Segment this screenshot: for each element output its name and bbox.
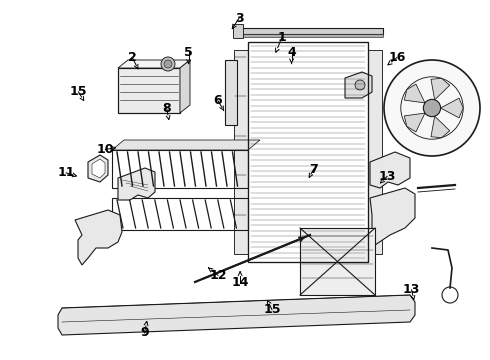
Text: 14: 14 xyxy=(231,276,249,289)
Text: 6: 6 xyxy=(214,94,222,107)
Bar xyxy=(368,50,382,254)
Circle shape xyxy=(161,57,175,71)
Polygon shape xyxy=(345,72,372,98)
Bar xyxy=(112,198,248,230)
Text: 12: 12 xyxy=(209,269,227,282)
Circle shape xyxy=(355,80,365,90)
Text: 10: 10 xyxy=(97,143,114,156)
Polygon shape xyxy=(404,84,425,103)
Bar xyxy=(238,34,383,37)
Text: 3: 3 xyxy=(235,12,244,24)
Text: 16: 16 xyxy=(388,51,406,64)
Polygon shape xyxy=(118,168,155,200)
Bar xyxy=(118,68,180,113)
Polygon shape xyxy=(118,60,190,68)
Bar xyxy=(225,60,237,125)
Circle shape xyxy=(423,99,441,117)
Bar xyxy=(234,50,248,254)
Bar xyxy=(300,228,375,295)
Polygon shape xyxy=(88,155,108,182)
Text: 15: 15 xyxy=(70,85,87,98)
Polygon shape xyxy=(180,60,190,113)
Polygon shape xyxy=(92,159,105,178)
Text: 4: 4 xyxy=(287,46,296,59)
Text: 13: 13 xyxy=(378,170,396,183)
Text: 7: 7 xyxy=(309,163,318,176)
Polygon shape xyxy=(404,113,425,132)
Text: 15: 15 xyxy=(263,303,281,316)
Text: 8: 8 xyxy=(162,102,171,114)
Text: 11: 11 xyxy=(57,166,75,179)
Bar xyxy=(233,24,243,38)
Polygon shape xyxy=(431,78,450,100)
Polygon shape xyxy=(58,295,415,335)
Text: 2: 2 xyxy=(128,51,137,64)
Bar xyxy=(112,150,248,188)
Text: 1: 1 xyxy=(277,31,286,44)
Polygon shape xyxy=(441,98,463,118)
Circle shape xyxy=(164,60,172,68)
Bar xyxy=(248,42,368,262)
Polygon shape xyxy=(112,140,260,150)
Polygon shape xyxy=(75,210,122,265)
Text: 9: 9 xyxy=(140,327,149,339)
Text: 13: 13 xyxy=(403,283,420,296)
Circle shape xyxy=(384,60,480,156)
Text: 5: 5 xyxy=(184,46,193,59)
Polygon shape xyxy=(370,152,410,188)
Polygon shape xyxy=(431,116,450,138)
Polygon shape xyxy=(370,188,415,245)
Bar xyxy=(238,28,383,34)
